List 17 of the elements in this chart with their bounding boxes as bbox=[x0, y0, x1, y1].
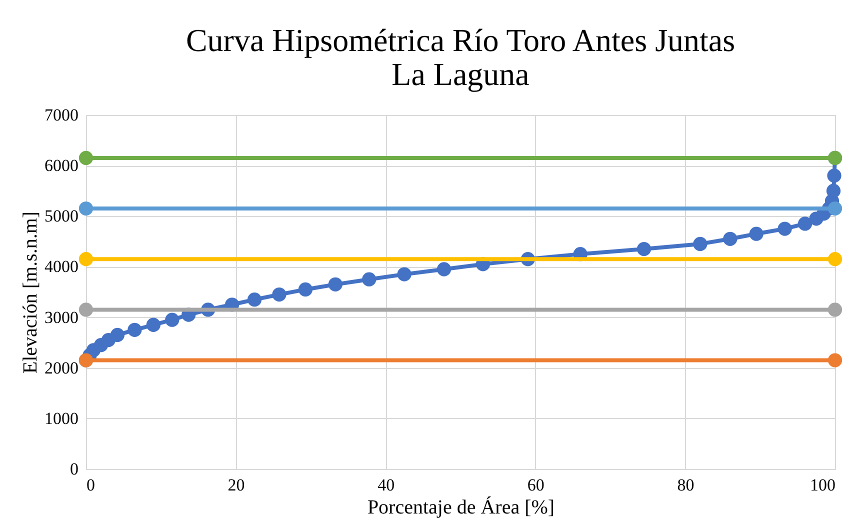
y-tick-label: 3000 bbox=[44, 308, 78, 327]
y-tick-label: 0 bbox=[70, 460, 78, 478]
x-tick-label: 100 bbox=[810, 476, 836, 494]
y-tick-label: 1000 bbox=[44, 408, 78, 428]
x-tick-label: 0 bbox=[86, 476, 95, 494]
x-tick-label: 40 bbox=[378, 476, 395, 494]
x-tick-label: 60 bbox=[527, 476, 544, 494]
y-tick-label: 5000 bbox=[44, 206, 78, 226]
x-tick-label: 80 bbox=[677, 476, 694, 494]
y-tick-label: 2000 bbox=[44, 358, 78, 378]
y-tick-label: 4000 bbox=[44, 257, 78, 276]
y-tick-label: 6000 bbox=[44, 156, 78, 176]
chart-title: Curva Hipsométrica Río Toro Antes Juntas La Laguna bbox=[186, 22, 736, 92]
y-axis-title: Elevación [m.s.n.m] bbox=[20, 211, 42, 374]
x-axis-title: Porcentaje de Área [%] bbox=[367, 496, 555, 518]
x-tick-label: 20 bbox=[228, 476, 245, 494]
y-tick-label: 7000 bbox=[44, 106, 78, 124]
